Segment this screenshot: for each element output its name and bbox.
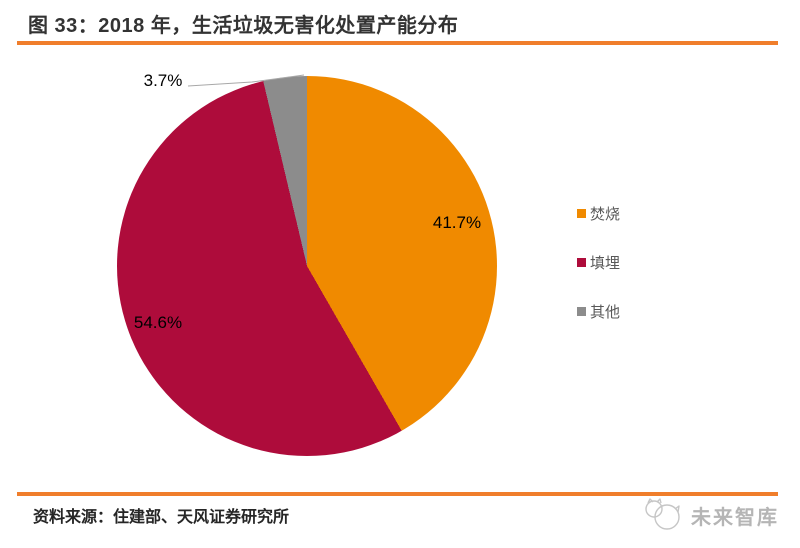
slice-label-incineration: 41.7% [432, 213, 482, 232]
slice-label-other: 3.7% [143, 71, 183, 90]
legend-label-incineration: 焚烧 [590, 205, 621, 223]
title-underline-rule [17, 41, 778, 45]
legend-swatch-incineration [577, 208, 586, 218]
legend: 焚烧 填埋 其他 [577, 204, 620, 351]
legend-item-landfill: 填埋 [577, 253, 621, 272]
pie-chart: 41.7% 54.6% 3.7% 焚烧 填埋 其他 [0, 48, 800, 488]
pie-graphic [117, 76, 497, 456]
legend-item-incineration: 焚烧 [577, 204, 621, 223]
logo-text: 未来智库 [691, 506, 779, 529]
mascot-logo-icon [645, 498, 680, 530]
figure-title: 图 33：2018 年，生活垃圾无害化处置产能分布 [28, 15, 459, 37]
legend-item-other: 其他 [577, 302, 621, 321]
legend-swatch-landfill [577, 257, 586, 267]
footer-rule [17, 492, 778, 496]
legend-swatch-other [577, 306, 586, 316]
source-attribution: 资料来源：住建部、天风证券研究所 [33, 509, 290, 526]
slice-label-landfill: 54.6% [133, 313, 183, 332]
future-thinktank-logo: 未来智库 [641, 497, 779, 533]
legend-label-other: 其他 [590, 303, 621, 321]
legend-label-landfill: 填埋 [590, 254, 621, 272]
